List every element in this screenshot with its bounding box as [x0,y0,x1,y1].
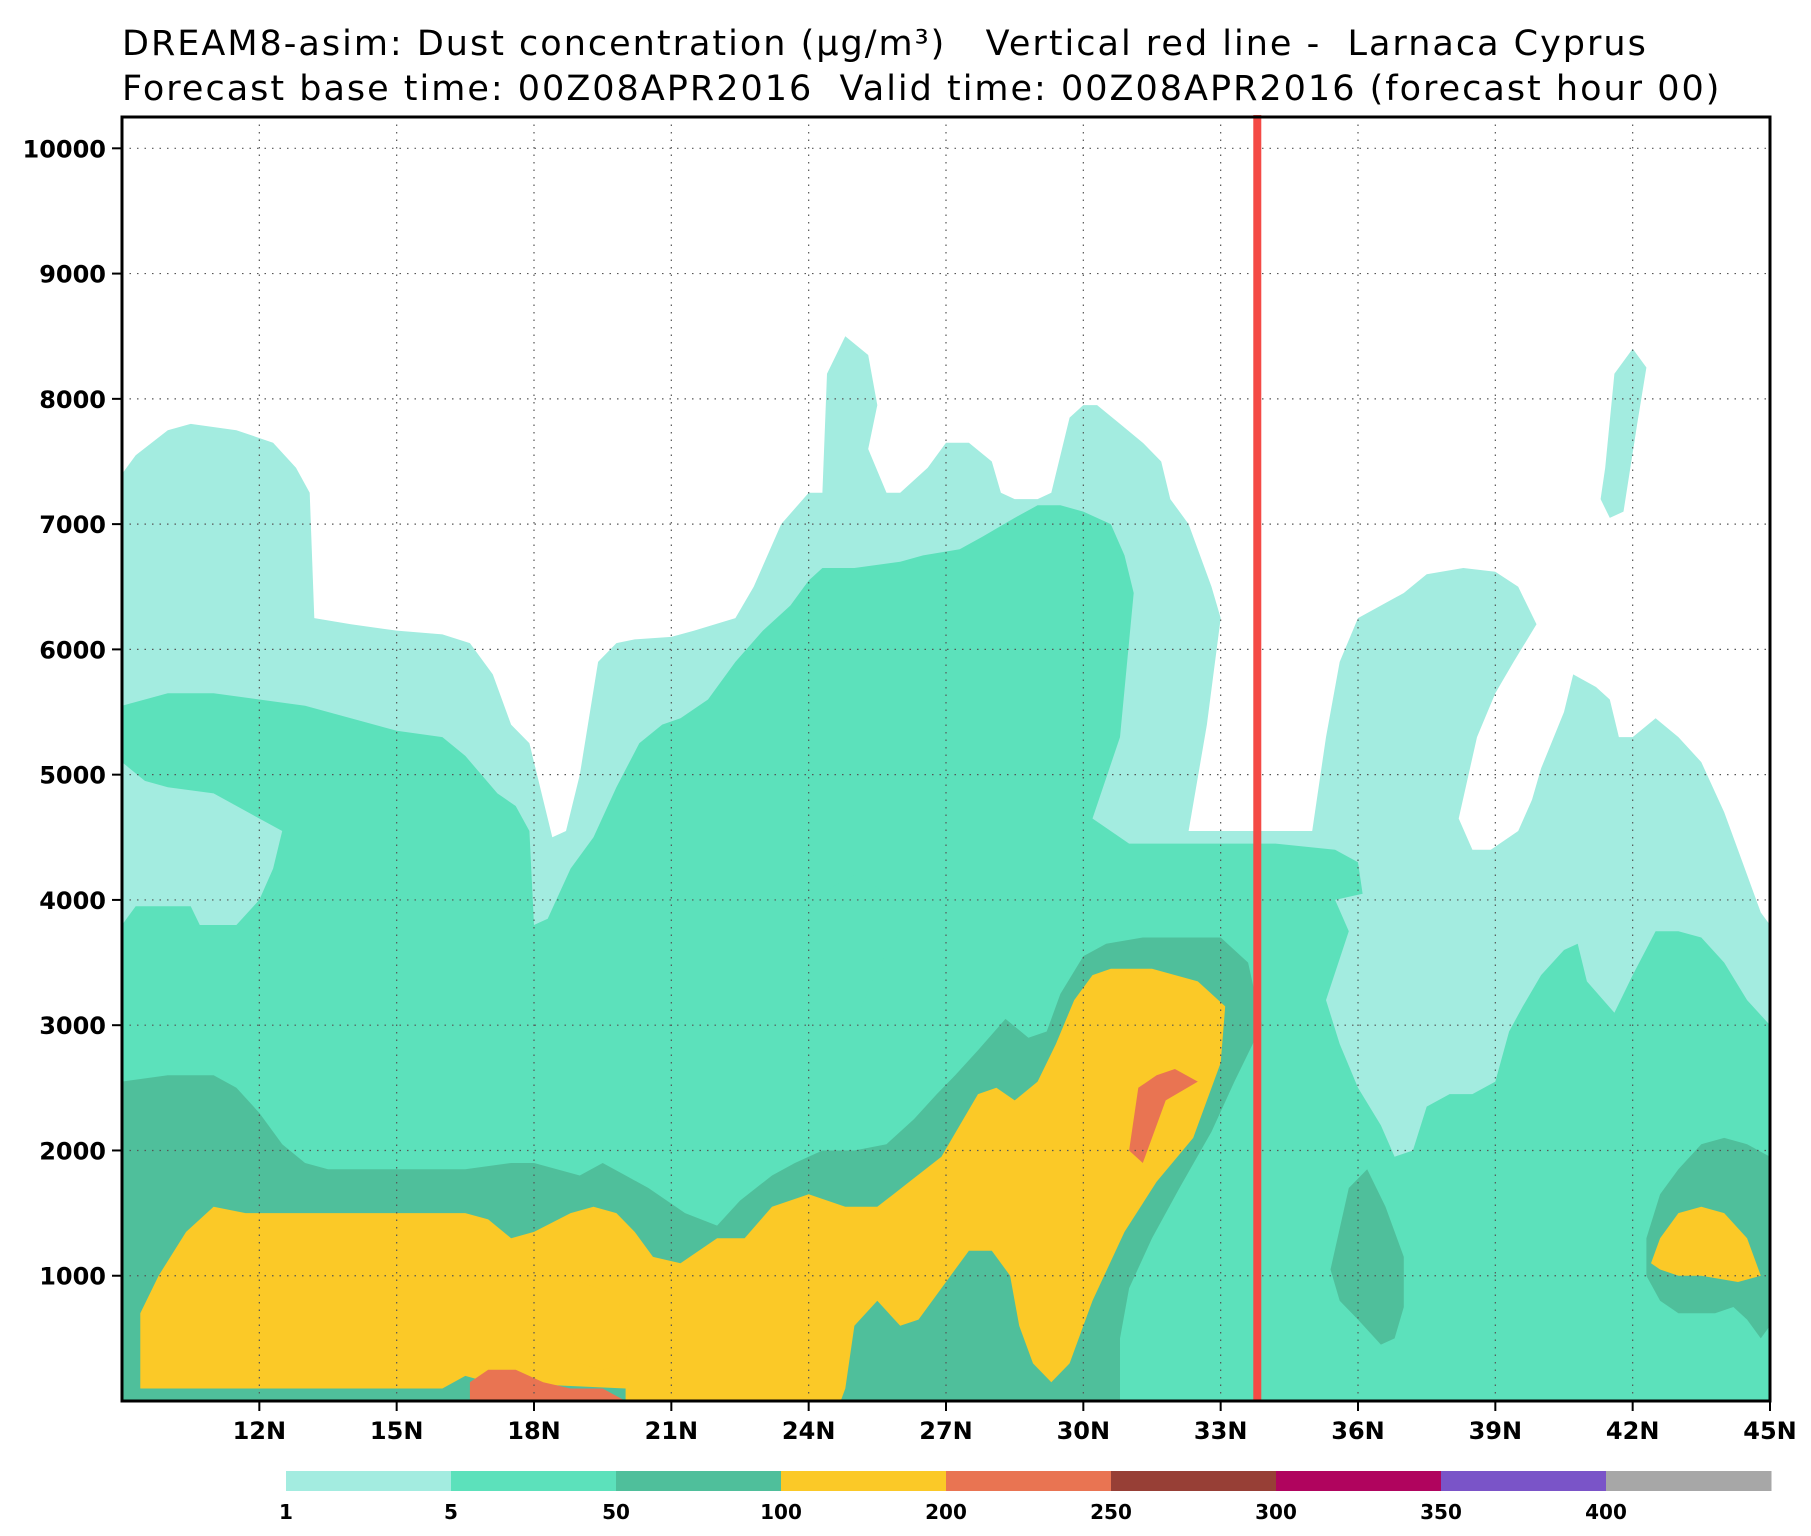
x-tick-label: 24N [782,1417,835,1445]
contour-region-200-0 [1129,1069,1198,1163]
colorbar-swatch-3 [781,1471,947,1491]
y-tick-label: 8000 [39,386,106,414]
y-tick-label: 9000 [39,261,106,289]
contour-region-1-1 [1600,348,1647,518]
contour-region-5-2 [616,1075,686,1151]
colorbar-swatch-4 [946,1471,1112,1491]
colorbar-label: 5 [444,1500,458,1524]
y-tick-label: 1000 [39,1263,106,1291]
colorbar-label: 100 [760,1500,802,1524]
colorbar-label: 1 [279,1500,293,1524]
x-axis: 12N 15N 18N 21N 24N 27N 30N 33N 36N 39N 42N 45N [233,1401,1797,1445]
x-tick-label: 42N [1606,1417,1659,1445]
colorbar-swatch-7 [1441,1471,1607,1491]
contour-fills [122,336,1770,1401]
chart-subtitle: Forecast base time: 00Z08APR2016 Valid t… [122,69,1722,109]
colorbar-swatch-1 [451,1471,617,1491]
x-tick-label: 12N [233,1417,286,1445]
contour-region-100-0 [140,968,1226,1401]
x-tick-label: 27N [919,1417,972,1445]
colorbar-swatch-5 [1111,1471,1277,1491]
y-axis: 1000 2000 3000 4000 5000 6000 7000 8000 9000 1000… [23,135,122,1291]
colorbar-legend: 1 5 50 100 200 250 300 350 400 [279,1471,1772,1524]
y-tick-label: 7000 [39,511,106,539]
colorbar-label: 400 [1585,1500,1627,1524]
colorbar-label: 300 [1255,1500,1297,1524]
y-tick-label: 5000 [39,762,106,790]
y-tick-label: 2000 [39,1137,106,1165]
contour-region-5-1 [817,874,905,1013]
x-tick-label: 15N [370,1417,423,1445]
x-tick-label: 45N [1743,1417,1796,1445]
colorbar-label: 350 [1420,1500,1462,1524]
contour-region-50-1 [1330,1169,1404,1345]
colorbar-label: 50 [602,1500,630,1524]
y-tick-label: 10000 [23,135,107,163]
x-tick-label: 21N [645,1417,698,1445]
contour-region-100-2 [1651,1206,1761,1282]
x-tick-label: 30N [1057,1417,1110,1445]
x-tick-label: 18N [507,1417,560,1445]
y-tick-label: 6000 [39,636,106,664]
colorbar-swatch-6 [1276,1471,1442,1491]
colorbar-swatch-0 [286,1471,452,1491]
colorbar-swatch-8 [1606,1471,1772,1491]
contour-region-200-1 [469,1369,626,1401]
x-tick-label: 33N [1194,1417,1247,1445]
colorbar-label: 250 [1090,1500,1132,1524]
y-tick-label: 4000 [39,887,106,915]
y-tick-label: 3000 [39,1012,106,1040]
contour-region-100-1 [534,1238,631,1370]
x-tick-label: 36N [1331,1417,1384,1445]
colorbar-swatch-2 [616,1471,782,1491]
chart-title: DREAM8-asim: Dust concentration (μg/m³) … [122,24,1648,64]
colorbar-label: 200 [925,1500,967,1524]
x-tick-label: 39N [1469,1417,1522,1445]
grid-lines [122,117,1770,1401]
